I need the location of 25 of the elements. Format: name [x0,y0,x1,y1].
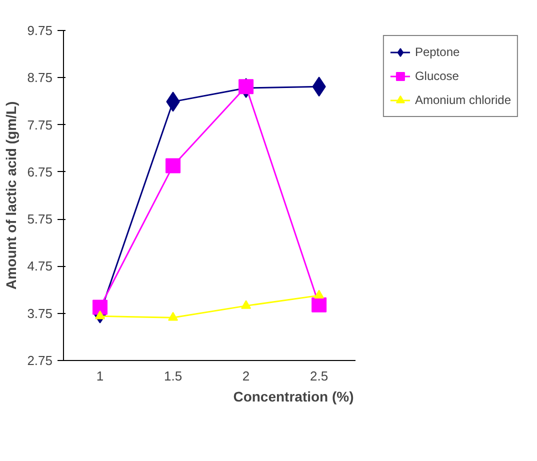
point [166,158,181,174]
y-tick-label: 5.75 [27,212,53,227]
point [238,79,254,94]
legend-label: Glucose [414,69,459,83]
x-tick-label: 1.5 [164,368,182,384]
point [312,297,327,312]
point [314,290,324,299]
y-tick-label: 8.75 [27,70,53,86]
y-tick-label: 7.75 [27,117,53,132]
point [95,310,106,320]
x-tick-label: 2 [242,368,250,384]
legend-label: Peptone [414,45,460,59]
y-tick-label: 6.75 [27,164,53,180]
point [92,300,108,315]
x-tick-label: 1 [96,368,104,384]
point [168,312,178,321]
y-axis-title: Amount of lactic acid (gm/L) [3,101,20,290]
x-tick-label: 2.5 [310,368,328,384]
y-tick-label: 4.75 [27,258,53,274]
point [241,300,252,309]
y-tick-label: 9.75 [27,23,53,38]
y-tick-label: 3.75 [27,306,53,321]
y-tick-label: 2.75 [27,353,53,368]
legend-label: Amonium chloride [414,93,511,107]
x-axis-title: Concentration (%) [233,388,354,404]
